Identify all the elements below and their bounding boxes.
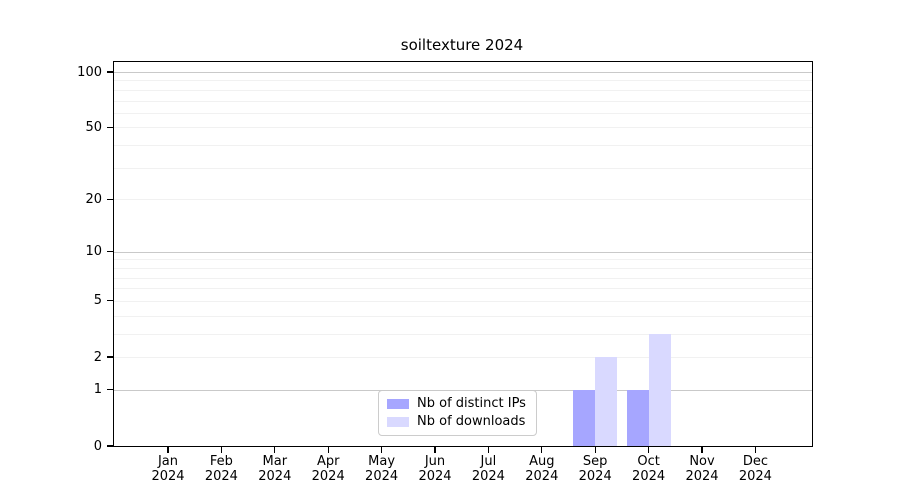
x-tick-month: Jan bbox=[157, 454, 179, 469]
chart-title: soiltexture 2024 bbox=[400, 36, 524, 54]
x-tick-year: 2024 bbox=[685, 469, 719, 484]
bar-distinct-ips bbox=[573, 389, 596, 446]
x-tick-month: May bbox=[368, 454, 396, 469]
x-axis-tick bbox=[434, 447, 436, 453]
gridline-minor bbox=[114, 89, 812, 91]
gridline-major bbox=[114, 72, 812, 73]
x-tick-year: 2024 bbox=[365, 469, 399, 484]
y-axis-tick-label: 5 bbox=[93, 293, 102, 309]
gridline-minor bbox=[114, 112, 812, 114]
x-tick-month: Feb bbox=[209, 454, 233, 469]
legend-item-distinct-ips: Nb of distinct IPs bbox=[387, 397, 526, 411]
x-axis-tick-label: Feb 2024 bbox=[189, 454, 253, 484]
x-axis-tick bbox=[754, 447, 757, 453]
legend-item-downloads: Nb of downloads bbox=[387, 415, 526, 429]
x-axis-tick bbox=[541, 447, 543, 453]
x-axis-tick-label: Aug 2024 bbox=[510, 454, 574, 484]
x-tick-month: Nov bbox=[689, 454, 715, 469]
x-axis-tick-label: Oct 2024 bbox=[617, 454, 681, 484]
y-axis-tick bbox=[107, 389, 113, 391]
gridline-minor bbox=[114, 127, 812, 129]
y-axis-tick-label: 1 bbox=[93, 382, 102, 398]
x-tick-month: Jul bbox=[480, 454, 497, 469]
gridline-minor bbox=[114, 267, 812, 269]
y-axis-tick bbox=[107, 300, 113, 302]
x-axis-tick bbox=[647, 447, 650, 453]
y-axis-tick bbox=[107, 71, 113, 73]
x-tick-year: 2024 bbox=[311, 469, 345, 484]
legend-swatch-distinct-ips-icon bbox=[387, 399, 409, 409]
gridline-minor bbox=[114, 259, 812, 261]
y-axis-tick bbox=[107, 126, 113, 129]
x-axis-tick bbox=[380, 447, 383, 453]
x-axis-tick-label: Sep 2024 bbox=[563, 454, 627, 484]
y-axis-tick-label: 10 bbox=[85, 244, 102, 260]
gridline-minor bbox=[114, 288, 812, 290]
x-axis-tick bbox=[274, 447, 276, 453]
x-tick-month: Apr bbox=[316, 454, 340, 469]
y-axis-tick-label: 20 bbox=[85, 191, 102, 207]
legend: Nb of distinct IPs Nb of downloads bbox=[378, 390, 537, 436]
x-tick-month: Sep bbox=[582, 454, 608, 469]
x-tick-year: 2024 bbox=[632, 469, 666, 484]
x-tick-month: Dec bbox=[742, 454, 768, 469]
x-axis-tick bbox=[701, 447, 703, 453]
gridline-minor bbox=[114, 199, 812, 201]
x-axis-tick-label: Jan 2024 bbox=[136, 454, 200, 484]
x-axis-tick bbox=[220, 447, 223, 453]
gridline-major bbox=[114, 389, 812, 391]
x-tick-year: 2024 bbox=[525, 469, 559, 484]
bar-distinct-ips bbox=[626, 389, 649, 446]
gridline-minor bbox=[114, 300, 812, 302]
gridline-major bbox=[114, 251, 812, 253]
gridline-minor bbox=[114, 100, 812, 102]
y-axis-tick bbox=[107, 198, 113, 200]
x-tick-year: 2024 bbox=[418, 469, 452, 484]
gridline-minor bbox=[114, 145, 812, 147]
x-axis-tick bbox=[594, 447, 596, 453]
y-axis-tick bbox=[107, 445, 113, 447]
x-axis-tick bbox=[167, 447, 169, 453]
legend-label-distinct-ips: Nb of distinct IPs bbox=[417, 396, 526, 411]
y-axis-tick bbox=[107, 356, 113, 358]
x-axis-tick-label: Nov 2024 bbox=[670, 454, 734, 484]
x-tick-year: 2024 bbox=[471, 469, 505, 484]
x-axis-tick bbox=[487, 447, 490, 453]
legend-label-downloads: Nb of downloads bbox=[417, 414, 526, 429]
x-tick-year: 2024 bbox=[258, 469, 292, 484]
x-axis-tick-label: Jul 2024 bbox=[456, 454, 520, 484]
y-axis-tick-label: 100 bbox=[77, 64, 102, 80]
x-axis-tick-label: Jun 2024 bbox=[403, 454, 467, 484]
x-tick-month: Jun bbox=[424, 454, 446, 469]
gridline-minor bbox=[114, 167, 812, 169]
y-axis-tick-label: 2 bbox=[93, 349, 102, 365]
x-tick-year: 2024 bbox=[151, 469, 185, 484]
plot-area: Nb of distinct IPs Nb of downloads 0 1 2 5 1… bbox=[77, 61, 813, 484]
x-axis-tick-label: Mar 2024 bbox=[243, 454, 307, 484]
gridline-minor bbox=[114, 315, 812, 317]
gridline-minor bbox=[114, 333, 812, 335]
x-axis-tick-label: May 2024 bbox=[350, 454, 414, 484]
x-tick-month: Aug bbox=[529, 454, 555, 469]
x-tick-month: Mar bbox=[262, 454, 288, 469]
x-axis-tick-label: Apr 2024 bbox=[296, 454, 360, 484]
x-tick-year: 2024 bbox=[578, 469, 612, 484]
y-axis-tick-label: 0 bbox=[93, 438, 102, 454]
y-axis-tick bbox=[107, 251, 113, 253]
gridline-minor bbox=[114, 80, 812, 82]
x-axis-tick bbox=[327, 447, 329, 453]
y-axis-tick-label: 50 bbox=[85, 119, 102, 135]
gridline-minor bbox=[114, 357, 812, 358]
x-tick-month: Oct bbox=[637, 454, 660, 469]
x-tick-year: 2024 bbox=[204, 469, 238, 484]
bar-downloads bbox=[595, 357, 618, 446]
x-tick-year: 2024 bbox=[738, 469, 772, 484]
bar-downloads bbox=[648, 333, 671, 446]
legend-swatch-downloads-icon bbox=[387, 417, 409, 427]
x-axis-tick-label: Dec 2024 bbox=[723, 454, 787, 484]
gridline-minor bbox=[114, 277, 812, 279]
